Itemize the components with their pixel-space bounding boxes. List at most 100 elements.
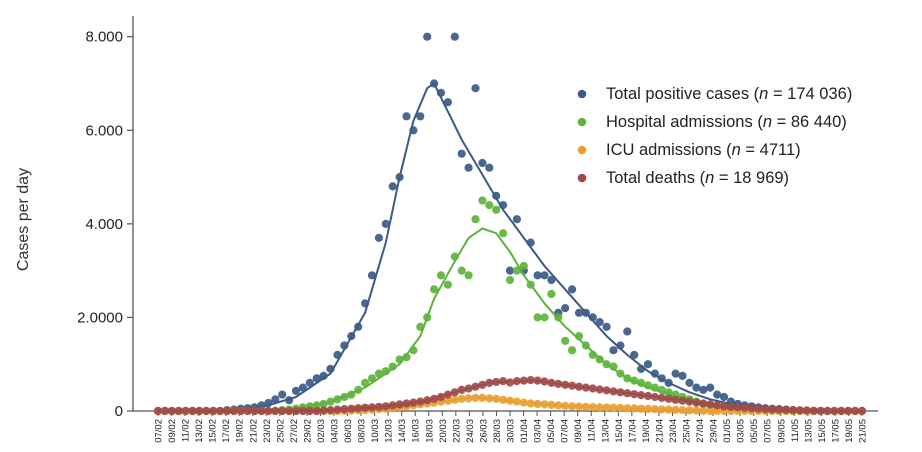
data-point <box>547 275 556 285</box>
legend-marker <box>577 173 587 183</box>
x-tick-label: 11/05 <box>790 419 801 442</box>
data-point <box>457 266 466 275</box>
data-point <box>416 112 425 121</box>
x-tick-label: 11/02 <box>181 419 192 442</box>
data-point <box>719 392 729 402</box>
data-point <box>271 395 280 404</box>
x-tick-label: 23/02 <box>262 419 273 443</box>
data-point <box>312 374 321 383</box>
x-tick-label: 06/03 <box>343 419 354 443</box>
data-point <box>685 378 694 387</box>
x-tick-label: 01/05 <box>722 419 733 443</box>
data-point <box>505 275 515 285</box>
data-point <box>595 318 604 327</box>
x-tick-label: 11/04 <box>587 419 598 442</box>
data-point <box>436 271 446 280</box>
y-tick-label: 0 <box>115 403 123 420</box>
x-tick-label: 17/02 <box>221 419 232 443</box>
y-tick-label: 4.000 <box>85 216 123 233</box>
x-tick-label: 13/02 <box>194 419 205 443</box>
legend-label: ICU admissions (n = 4711) <box>606 141 801 159</box>
x-tick-label: 07/02 <box>154 419 165 443</box>
x-tick-label: 21/05 <box>858 419 869 443</box>
x-tick-label: 03/05 <box>736 419 747 443</box>
data-point <box>540 271 549 280</box>
data-point <box>423 32 432 41</box>
y-tick-label: 8.000 <box>85 29 123 46</box>
x-tick-label: 01/04 <box>519 419 530 443</box>
x-tick-label: 13/04 <box>600 419 611 443</box>
x-tick-label: 25/04 <box>682 419 693 443</box>
x-tick-label: 25/02 <box>275 419 286 443</box>
legend-label: Hospital admissions (n = 86 440) <box>606 113 847 131</box>
data-point <box>485 201 494 210</box>
legend-label: Total deaths (n = 18 969) <box>606 169 789 187</box>
x-tick-label: 09/02 <box>167 419 178 443</box>
x-tick-label: 07/04 <box>560 419 571 443</box>
data-point <box>713 390 722 399</box>
x-tick-label: 02/03 <box>316 419 327 443</box>
data-point <box>561 304 570 313</box>
x-tick-label: 13/05 <box>803 419 814 443</box>
x-tick-label: 19/04 <box>641 419 652 443</box>
data-point <box>443 280 452 289</box>
data-point <box>609 346 618 355</box>
x-tick-label: 27/02 <box>289 419 300 443</box>
data-point <box>374 233 383 242</box>
data-point <box>706 383 715 392</box>
data-point <box>388 182 397 191</box>
x-tick-label: 07/05 <box>763 419 774 443</box>
data-point <box>561 336 570 345</box>
data-point <box>278 390 287 399</box>
data-point <box>478 158 487 168</box>
x-tick-label: 04/03 <box>330 419 341 443</box>
x-tick-label: 18/03 <box>424 419 435 443</box>
trend-line <box>158 379 863 412</box>
data-point <box>630 350 639 359</box>
x-tick-label: 05/05 <box>749 419 760 443</box>
y-tick-label: 2.0000 <box>77 309 123 326</box>
x-tick-label: 17/05 <box>830 419 841 443</box>
y-tick-label: 6.000 <box>85 122 123 139</box>
data-point <box>547 289 556 299</box>
legend-label: Total positive cases (n = 174 036) <box>606 85 852 103</box>
x-tick-label: 21/04 <box>654 419 665 443</box>
data-point <box>533 313 542 322</box>
y-axis-title: Cases per day <box>15 168 32 271</box>
x-tick-label: 12/03 <box>384 419 395 443</box>
series-layer <box>153 32 867 416</box>
data-point <box>305 378 314 387</box>
data-point <box>291 386 301 395</box>
x-tick-label: 29/02 <box>302 419 313 443</box>
legend-marker <box>577 145 587 155</box>
x-tick-label: 17/04 <box>627 419 638 443</box>
trend-line <box>158 82 863 412</box>
x-tick-label: 15/02 <box>208 419 219 443</box>
data-point <box>430 285 439 294</box>
x-tick-label: 20/03 <box>438 419 449 443</box>
data-point <box>499 229 508 238</box>
data-point <box>450 32 459 41</box>
data-point <box>671 369 680 378</box>
data-point <box>519 261 528 271</box>
x-tick-label: 05/04 <box>546 419 557 443</box>
data-point <box>692 383 701 392</box>
x-tick-label: 16/03 <box>411 419 422 443</box>
y-axis: 0 2.0000 4.000 6.000 8.000 <box>77 16 134 420</box>
data-point <box>361 378 370 387</box>
x-tick-label: 28/03 <box>492 419 503 443</box>
x-tick-label: 30/03 <box>506 419 517 443</box>
data-point <box>623 327 632 336</box>
legend-item: Hospital admissions (n = 86 440) <box>577 113 847 131</box>
data-point <box>443 98 452 107</box>
data-point <box>471 215 480 224</box>
data-point <box>568 346 577 355</box>
x-tick-label: 29/04 <box>709 419 720 443</box>
data-point <box>492 205 501 214</box>
x-tick-label: 19/05 <box>844 419 855 443</box>
x-tick-label: 24/03 <box>465 419 476 443</box>
x-tick-label: 14/03 <box>397 419 408 443</box>
x-tick-label: 23/04 <box>668 419 679 443</box>
legend-item: Total deaths (n = 18 969) <box>577 169 789 187</box>
